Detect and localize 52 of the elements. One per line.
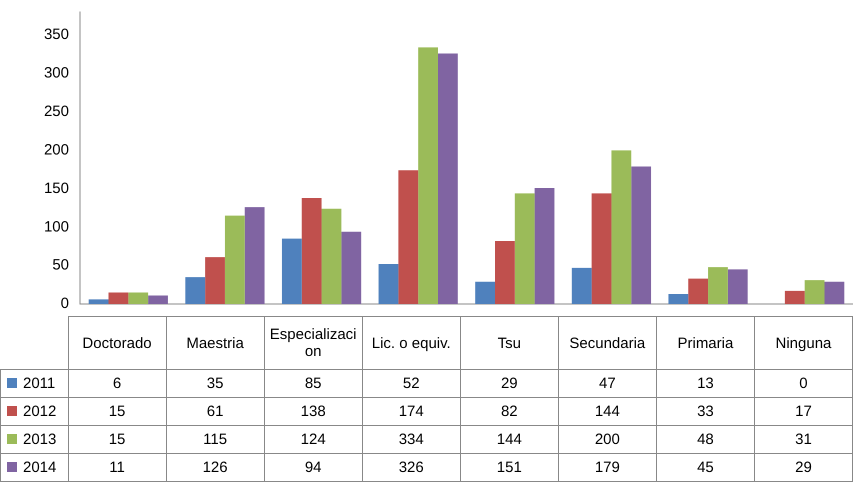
data-label: 179	[558, 454, 656, 482]
y-tick-label: 50	[52, 256, 69, 274]
data-label: 126	[166, 454, 264, 482]
data-label: 48	[656, 426, 754, 454]
y-tick-label: 350	[44, 26, 69, 44]
y-tick-label: 300	[44, 64, 69, 82]
data-label: 13	[656, 370, 754, 398]
x-tick-label: Tsu	[460, 316, 558, 370]
data-label: 334	[362, 426, 460, 454]
x-tick-label: Maestria	[166, 316, 264, 370]
data-label: 174	[362, 398, 460, 426]
x-tick-label: Doctorado	[68, 316, 166, 370]
data-label: 94	[264, 454, 362, 482]
x-tick-label: Ninguna	[754, 316, 852, 370]
y-tick-label: 250	[44, 103, 69, 120]
data-label: 138	[264, 398, 362, 426]
x-tick-label: Lic. o equiv.	[362, 316, 460, 370]
data-label: 47	[558, 370, 656, 398]
data-label: 29	[754, 454, 852, 482]
data-label: 17	[754, 398, 852, 426]
x-tick-label: Secundaria	[558, 316, 656, 370]
data-label: 124	[264, 426, 362, 454]
legend-label: 2011	[0, 370, 68, 398]
data-label: 82	[460, 398, 558, 426]
data-label: 115	[166, 426, 264, 454]
y-tick-label: 0	[60, 295, 69, 312]
data-label: 33	[656, 398, 754, 426]
legend-label: 2012	[0, 398, 68, 426]
data-label: 61	[166, 398, 264, 426]
data-label: 15	[68, 426, 166, 454]
data-label: 200	[558, 426, 656, 454]
data-label: 0	[754, 370, 852, 398]
data-label: 6	[68, 370, 166, 398]
y-tick-label: 150	[44, 180, 69, 197]
data-label: 35	[166, 370, 264, 398]
data-label: 144	[558, 398, 656, 426]
data-label: 11	[68, 454, 166, 482]
x-tick-label: Especializacion	[264, 316, 362, 370]
y-tick-label: 200	[44, 141, 69, 158]
legend-label: 2013	[0, 426, 68, 454]
data-label: 31	[754, 426, 852, 454]
data-label: 45	[656, 454, 754, 482]
data-label: 151	[460, 454, 558, 482]
legend-label: 2014	[0, 454, 68, 482]
data-label: 144	[460, 426, 558, 454]
y-tick-label: 100	[44, 218, 69, 236]
data-label: 52	[362, 370, 460, 398]
data-label: 29	[460, 370, 558, 398]
data-label: 85	[264, 370, 362, 398]
data-label: 15	[68, 398, 166, 426]
data-label: 326	[362, 454, 460, 482]
x-tick-label: Primaria	[656, 316, 754, 370]
